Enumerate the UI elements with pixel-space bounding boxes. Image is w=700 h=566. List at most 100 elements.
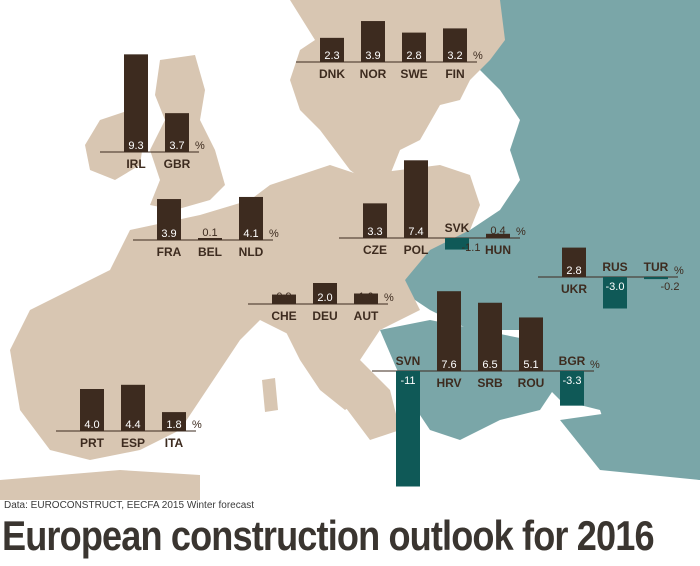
value-label-svk: -1.1 xyxy=(462,242,481,254)
country-label-ita: ITA xyxy=(165,436,184,450)
value-label-che: 0.9 xyxy=(276,291,291,303)
country-label-aut: AUT xyxy=(354,309,379,323)
unit-label: % xyxy=(516,226,526,238)
value-label-hun: 0.4 xyxy=(490,225,505,237)
country-label-nor: NOR xyxy=(360,67,387,81)
value-label-esp: 4.4 xyxy=(125,419,140,431)
bar-pol xyxy=(404,160,428,238)
map-land xyxy=(0,0,700,500)
country-label-rus: RUS xyxy=(602,260,627,274)
value-label-dnk: 2.3 xyxy=(324,50,339,62)
bar-fin xyxy=(443,28,467,62)
bar-irl xyxy=(124,54,148,152)
country-label-gbr: GBR xyxy=(164,157,191,171)
value-label-hrv: 7.6 xyxy=(441,359,456,371)
bar-svn xyxy=(396,371,420,487)
bar-esp xyxy=(121,384,145,431)
bar-srb xyxy=(478,302,502,371)
country-label-hrv: HRV xyxy=(436,376,461,390)
country-label-ukr: UKR xyxy=(561,282,587,296)
country-label-tur: TUR xyxy=(644,260,669,274)
balkans-shape xyxy=(380,320,560,440)
value-label-aut: 1.0 xyxy=(358,291,373,303)
country-label-dnk: DNK xyxy=(319,67,345,81)
value-label-ita: 1.8 xyxy=(166,419,181,431)
bar-chart-layer: 2.3 DNK 3.9 NOR 2.8 SWE 3.2 FIN% 9.3 IRL 3.7 GBR% 3.… xyxy=(56,21,684,487)
bar-gbr xyxy=(165,113,189,152)
value-label-irl: 9.3 xyxy=(128,140,143,152)
bar-tur xyxy=(644,277,668,280)
value-label-rus: -3.0 xyxy=(606,281,625,293)
value-label-tur: -0.2 xyxy=(661,281,680,293)
country-label-srb: SRB xyxy=(477,376,503,390)
value-label-rou: 5.1 xyxy=(523,359,538,371)
value-label-bgr: -3.3 xyxy=(563,375,582,387)
bar-hun xyxy=(486,233,510,238)
country-label-rou: ROU xyxy=(518,376,545,390)
value-label-prt: 4.0 xyxy=(84,419,99,431)
value-label-nld: 4.1 xyxy=(243,228,258,240)
unit-label: % xyxy=(269,228,279,240)
bar-svk xyxy=(445,238,469,250)
value-label-bel: 0.1 xyxy=(202,227,217,239)
value-label-nor: 3.9 xyxy=(365,50,380,62)
bar-dnk xyxy=(320,37,344,62)
north-africa-shape xyxy=(0,470,200,500)
country-label-esp: ESP xyxy=(121,436,145,450)
country-label-prt: PRT xyxy=(80,436,105,450)
value-label-swe: 2.8 xyxy=(406,50,421,62)
country-label-cze: CZE xyxy=(363,243,387,257)
bar-prt xyxy=(80,389,104,431)
bar-aut xyxy=(354,293,378,304)
bar-rou xyxy=(519,317,543,371)
unit-label: % xyxy=(590,359,600,371)
country-label-che: CHE xyxy=(271,309,296,323)
bar-fra xyxy=(157,199,181,240)
bar-bgr xyxy=(560,371,584,406)
bar-che xyxy=(272,294,296,304)
unit-label: % xyxy=(195,140,205,152)
country-label-irl: IRL xyxy=(126,157,145,171)
europe-map: 2.3 DNK 3.9 NOR 2.8 SWE 3.2 FIN% 9.3 IRL 3.7 GBR% 3.… xyxy=(0,0,700,500)
eastern-region-shape xyxy=(400,0,700,480)
bar-bel xyxy=(198,238,222,240)
bar-ita xyxy=(162,412,186,431)
bar-ukr xyxy=(562,247,586,277)
unit-label: % xyxy=(473,50,483,62)
country-label-nld: NLD xyxy=(239,245,264,259)
country-label-fra: FRA xyxy=(157,245,182,259)
country-label-svk: SVK xyxy=(445,221,470,235)
bar-cze xyxy=(363,203,387,238)
country-label-fin: FIN xyxy=(445,67,464,81)
country-label-deu: DEU xyxy=(312,309,337,323)
value-label-ukr: 2.8 xyxy=(566,265,581,277)
bar-rus xyxy=(603,277,627,309)
value-label-fin: 3.2 xyxy=(447,50,462,62)
country-label-swe: SWE xyxy=(400,67,427,81)
country-label-svn: SVN xyxy=(396,354,421,368)
country-label-bgr: BGR xyxy=(559,354,586,368)
scandinavia-shape xyxy=(290,0,505,185)
unit-label: % xyxy=(192,419,202,431)
value-label-cze: 3.3 xyxy=(367,226,382,238)
bar-deu xyxy=(313,283,337,304)
island-shape xyxy=(262,378,278,412)
bar-swe xyxy=(402,32,426,62)
value-label-deu: 2.0 xyxy=(317,292,332,304)
value-label-pol: 7.4 xyxy=(408,226,423,238)
value-label-gbr: 3.7 xyxy=(169,140,184,152)
country-label-pol: POL xyxy=(404,243,429,257)
unit-label: % xyxy=(384,292,394,304)
bar-hrv xyxy=(437,291,461,371)
bar-nor xyxy=(361,21,385,62)
country-label-bel: BEL xyxy=(198,245,222,259)
value-label-srb: 6.5 xyxy=(482,359,497,371)
chart-title: European construction outlook for 2016 xyxy=(2,512,655,559)
italy-shape xyxy=(280,320,360,410)
bar-nld xyxy=(239,196,263,240)
value-label-fra: 3.9 xyxy=(161,228,176,240)
unit-label: % xyxy=(674,265,684,277)
country-label-hun: HUN xyxy=(485,243,511,257)
source-note: Data: EUROCONSTRUCT, EECFA 2015 Winter f… xyxy=(4,500,255,511)
